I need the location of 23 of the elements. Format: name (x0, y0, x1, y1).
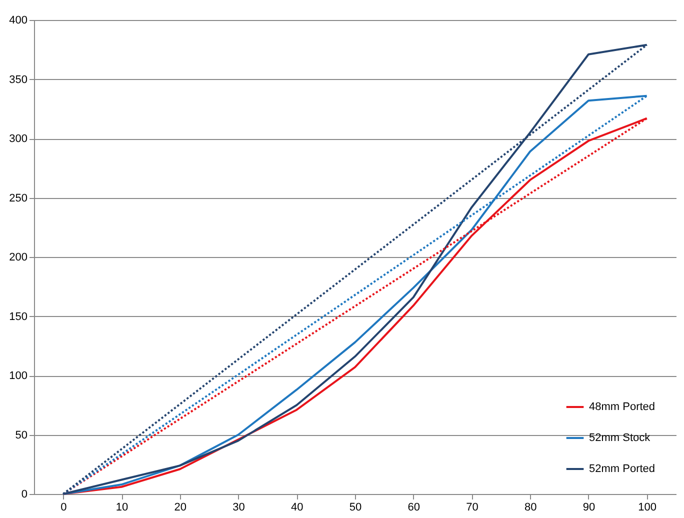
legend-label: 52mm Stock (589, 432, 651, 444)
x-tick-label: 0 (60, 502, 67, 514)
y-tick-label: 300 (9, 133, 28, 145)
y-tick-label: 100 (9, 370, 28, 382)
y-tick-label: 400 (9, 14, 28, 26)
y-tick-label: 0 (21, 488, 28, 500)
x-tick-label: 50 (349, 502, 362, 514)
y-tick-label: 50 (15, 429, 28, 442)
x-tick-label: 10 (116, 502, 128, 514)
y-tick-label: 250 (9, 192, 28, 204)
y-tick-label: 150 (9, 310, 28, 323)
x-tick-label: 80 (524, 502, 537, 514)
x-tick-label: 90 (582, 502, 596, 514)
x-tick-label: 60 (408, 502, 420, 514)
legend-label: 48mm Ported (589, 401, 656, 413)
y-tick-label: 350 (9, 74, 28, 86)
legend-label: 52mm Ported (589, 463, 656, 475)
x-tick-label: 70 (466, 502, 478, 514)
x-tick-label: 30 (232, 502, 245, 514)
y-tick-label: 200 (9, 252, 28, 264)
x-tick-label: 100 (638, 502, 656, 514)
x-tick-label: 40 (291, 502, 304, 514)
x-tick-label: 20 (174, 502, 187, 514)
